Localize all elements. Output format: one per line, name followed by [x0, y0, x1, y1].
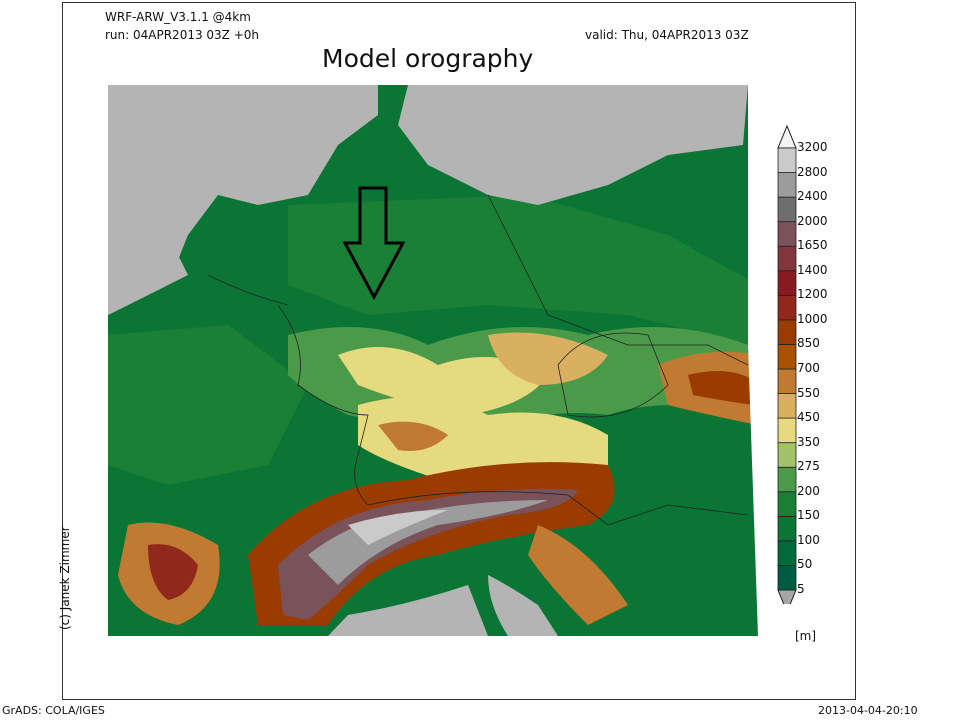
- lowland: [288, 195, 758, 345]
- colorbar-tick-label: 5: [797, 582, 805, 596]
- colorbar-tick-label: 200: [797, 483, 820, 498]
- colorbar-tick-label: 100: [797, 532, 820, 547]
- colorbar-unit: [m]: [795, 629, 817, 643]
- colorbar-bin: [777, 466, 797, 493]
- english-channel: [108, 235, 188, 315]
- colorbar-bin: [777, 393, 797, 419]
- uplands: [338, 347, 548, 415]
- plot-frame: [62, 2, 856, 700]
- colorbar-bin: [777, 221, 797, 247]
- colorbar-max-triangle: [777, 124, 797, 149]
- model-label: WRF-ARW_V3.1.1 @4km: [105, 10, 251, 24]
- colorbar-tick-label: 450: [797, 410, 820, 425]
- colorbar-bin: [777, 491, 797, 517]
- colorbar-tick-label: 2000: [797, 213, 828, 228]
- colorbar-tick-label: 150: [797, 508, 820, 523]
- footer-right: 2013-04-04-20:10: [818, 704, 918, 717]
- lowland-west: [108, 325, 308, 485]
- page-title: Model orography: [322, 44, 534, 73]
- colorbar-tick-label: 3200: [797, 140, 828, 154]
- colorbar-tick-label: 550: [797, 385, 820, 400]
- alps-summits: [348, 510, 448, 545]
- colorbar-bin: [777, 417, 797, 444]
- colorbar-tick-label: 275: [797, 459, 820, 474]
- colorbar-tick-label: 2800: [797, 164, 828, 179]
- colorbar-bin: [777, 540, 797, 566]
- colorbar-bin: [777, 245, 797, 272]
- colorbar-bin: [777, 196, 797, 223]
- massif-central-high: [148, 544, 198, 600]
- colorbar-tick-label: 1400: [797, 262, 828, 277]
- colorbar-tick-label: 1000: [797, 311, 828, 326]
- colorbar-bin: [777, 344, 797, 370]
- colorbar-tick-label: 1200: [797, 287, 828, 302]
- baltic-sea: [398, 85, 748, 205]
- colorbar-tick-label: 50: [797, 557, 813, 572]
- colorbar-tick-label: 2400: [797, 189, 828, 204]
- colorbar-min-triangle: [777, 589, 797, 604]
- credit-label: (c) Janek Zimmer: [58, 526, 72, 630]
- colorbar-tick-label: 350: [797, 434, 820, 449]
- colorbar-bin: [777, 565, 797, 591]
- alps-high: [278, 488, 578, 620]
- colorbar-bin: [777, 270, 797, 296]
- colorbar-tick-label: 850: [797, 336, 820, 351]
- black-forest: [378, 421, 448, 451]
- domain-edge: [748, 85, 770, 636]
- carpathians-high: [688, 371, 753, 405]
- colorbar-bin: [777, 368, 797, 394]
- dinaric: [528, 525, 628, 625]
- colorbar-bin: [777, 442, 797, 468]
- colorbar-bin: [777, 515, 797, 542]
- colorbar: [777, 124, 797, 604]
- ligurian-sea: [328, 585, 488, 636]
- colorbar-bin: [777, 319, 797, 345]
- colorbar-tick-label: 700: [797, 361, 820, 375]
- arrow-down-icon: [342, 186, 406, 301]
- adriatic-sea: [488, 575, 558, 636]
- colorbar-tick-label: 1650: [797, 238, 828, 253]
- colorbar-bin: [777, 294, 797, 321]
- footer-left: GrADS: COLA/IGES: [2, 704, 105, 717]
- orography-map: [108, 85, 770, 636]
- valid-label: valid: Thu, 04APR2013 03Z: [585, 28, 749, 42]
- run-label: run: 04APR2013 03Z +0h: [105, 28, 260, 42]
- colorbar-bin: [777, 147, 797, 173]
- colorbar-bin: [777, 172, 797, 198]
- country-borders: [207, 194, 749, 526]
